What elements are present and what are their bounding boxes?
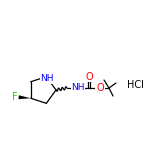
Text: NH: NH [71,83,85,93]
Text: F: F [12,92,17,102]
Text: O: O [96,83,104,93]
Text: O: O [85,71,93,81]
Text: NH: NH [41,74,54,83]
Text: HCl: HCl [127,80,143,90]
Polygon shape [19,95,31,99]
